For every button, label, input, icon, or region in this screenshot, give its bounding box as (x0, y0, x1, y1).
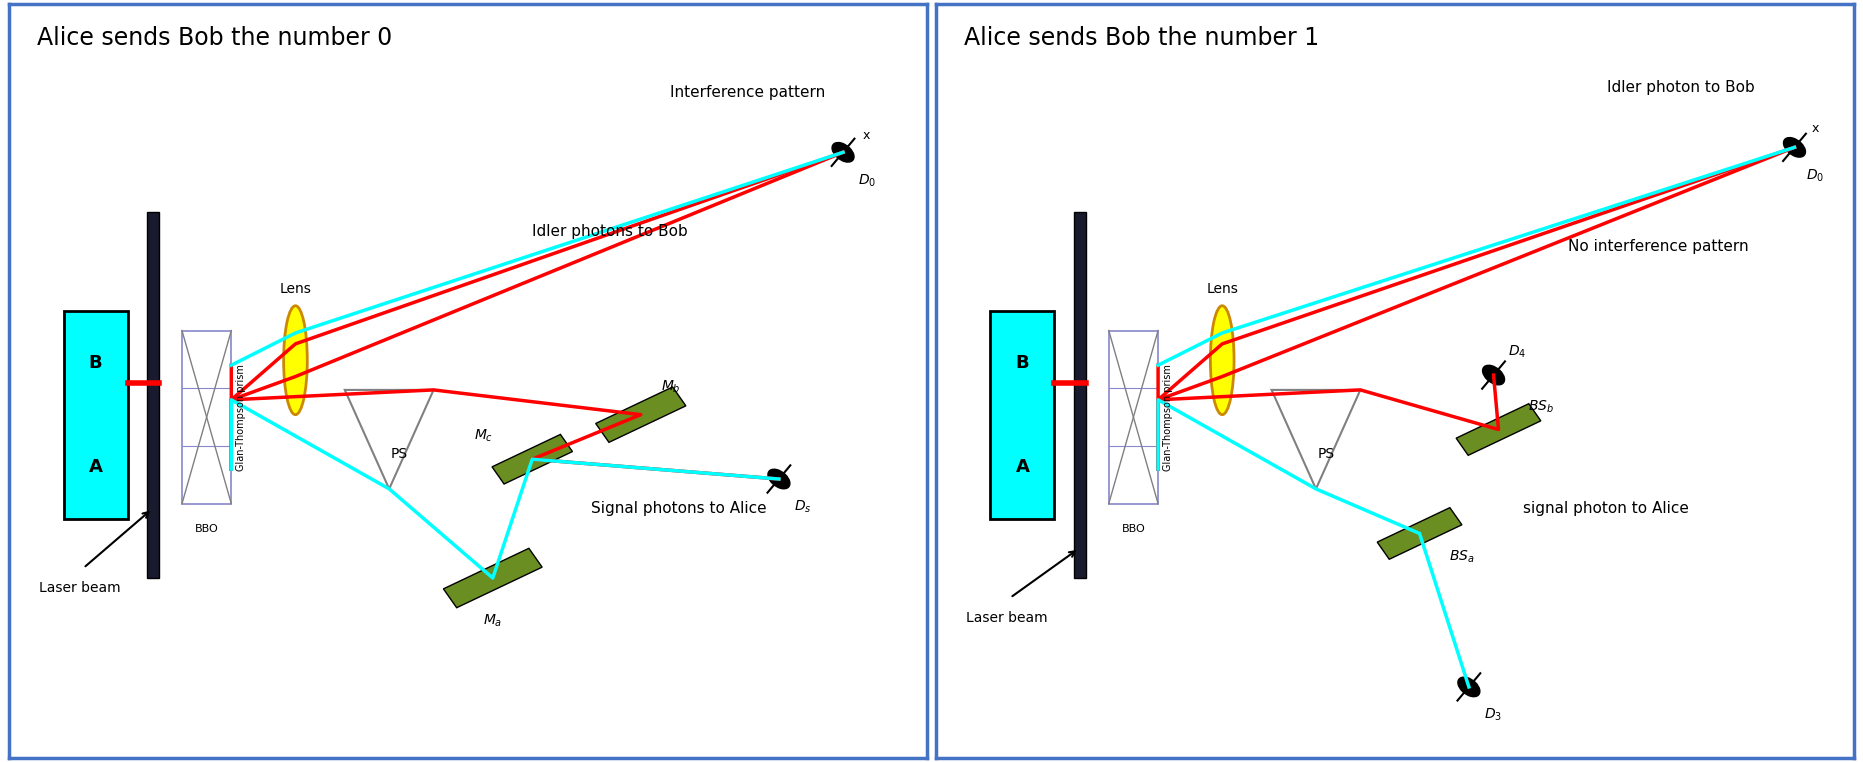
Text: Idler photon to Bob: Idler photon to Bob (1608, 81, 1755, 95)
Text: PS: PS (391, 447, 408, 461)
Text: BBO: BBO (1122, 523, 1146, 533)
Text: $D_0$: $D_0$ (857, 172, 876, 188)
Text: $BS_a$: $BS_a$ (1449, 549, 1475, 565)
Text: x: x (1811, 123, 1818, 136)
Text: Glan-Thompson prism: Glan-Thompson prism (237, 363, 246, 471)
Polygon shape (596, 387, 686, 443)
Polygon shape (492, 434, 572, 484)
Bar (183, 331, 231, 504)
Text: Signal photons to Alice: Signal photons to Alice (591, 501, 768, 516)
Bar (1075, 212, 1086, 578)
Text: Interference pattern: Interference pattern (671, 85, 825, 101)
Text: $M_a$: $M_a$ (483, 613, 503, 629)
Text: A: A (89, 458, 102, 475)
Text: Laser beam: Laser beam (965, 610, 1047, 625)
Text: signal photon to Alice: signal photon to Alice (1524, 501, 1690, 516)
Text: Lens: Lens (279, 282, 311, 296)
Text: $D_s$: $D_s$ (794, 499, 810, 515)
Text: $D_3$: $D_3$ (1483, 706, 1502, 723)
Text: Laser beam: Laser beam (39, 581, 121, 595)
Polygon shape (1377, 507, 1462, 559)
Bar (147, 212, 160, 578)
Text: Lens: Lens (1205, 282, 1239, 296)
Text: B: B (89, 354, 102, 372)
Ellipse shape (1783, 138, 1805, 157)
Bar (991, 311, 1054, 519)
Bar (63, 311, 129, 519)
Text: B: B (1015, 354, 1028, 372)
Text: Alice sends Bob the number 1: Alice sends Bob the number 1 (963, 27, 1319, 50)
Polygon shape (1272, 390, 1360, 489)
Text: BBO: BBO (196, 523, 218, 533)
Text: x: x (863, 130, 870, 142)
Text: $D_4$: $D_4$ (1509, 344, 1526, 360)
Ellipse shape (1483, 365, 1505, 385)
Ellipse shape (768, 469, 790, 488)
Text: $M_b$: $M_b$ (661, 379, 680, 395)
Polygon shape (345, 390, 434, 489)
Ellipse shape (283, 306, 307, 415)
Text: No interference pattern: No interference pattern (1567, 239, 1747, 254)
Text: $D_0$: $D_0$ (1807, 167, 1824, 184)
Text: $M_c$: $M_c$ (473, 428, 494, 444)
Text: Alice sends Bob the number 0: Alice sends Bob the number 0 (37, 27, 391, 50)
Text: Idler photons to Bob: Idler photons to Bob (533, 224, 687, 239)
Ellipse shape (833, 142, 853, 162)
Bar (1108, 331, 1159, 504)
Polygon shape (443, 549, 542, 608)
Polygon shape (1457, 404, 1541, 456)
Text: A: A (1015, 458, 1030, 475)
Ellipse shape (1211, 306, 1233, 415)
Text: $BS_b$: $BS_b$ (1528, 399, 1554, 415)
Text: Glan-Thompson prism: Glan-Thompson prism (1163, 363, 1174, 471)
Text: PS: PS (1317, 447, 1334, 461)
Ellipse shape (1459, 677, 1479, 696)
